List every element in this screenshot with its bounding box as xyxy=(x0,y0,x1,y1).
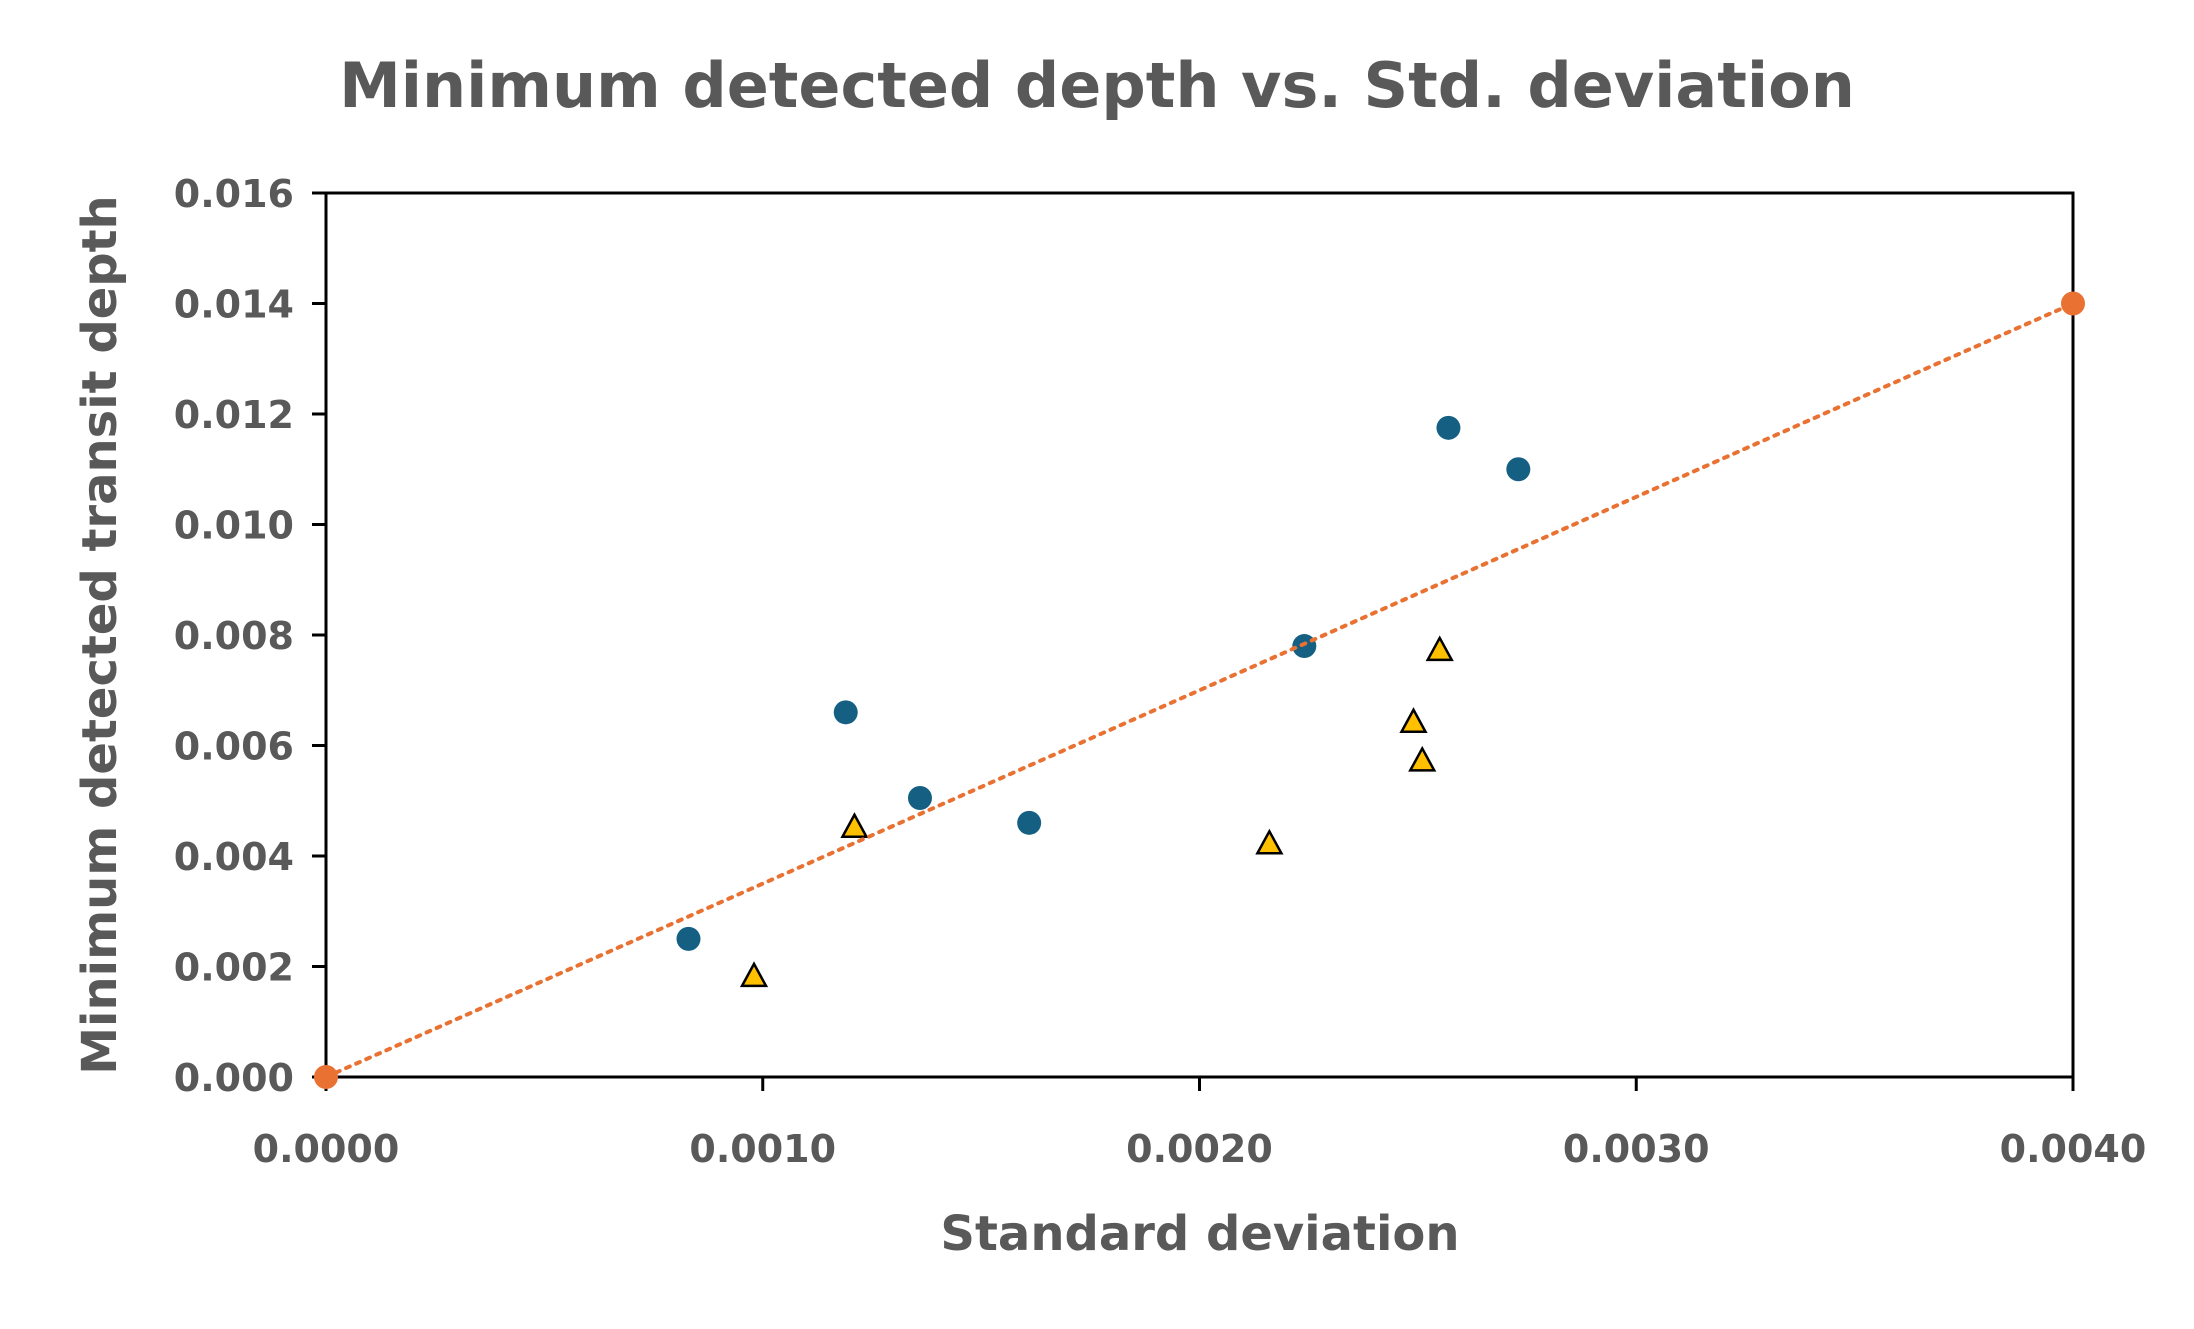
data-point-triangle xyxy=(739,961,769,988)
y-tick-label: 0.002 xyxy=(174,946,294,990)
y-tick-label: 0.006 xyxy=(174,725,294,769)
y-axis-ticks: 0.000 0.002 0.004 0.006 0.008 0.010 0.012 0.014… xyxy=(174,172,326,1100)
series-layer xyxy=(314,291,2085,1089)
data-point-triangle xyxy=(1425,635,1454,662)
x-tick-label: 0.0020 xyxy=(1126,1127,1273,1171)
fit-line xyxy=(324,301,2075,1079)
data-point-triangle xyxy=(1399,707,1428,734)
x-tick-label: 0.0010 xyxy=(689,1127,836,1171)
data-point-circle xyxy=(676,926,701,951)
y-axis-label: Minimum detected transit depth xyxy=(72,195,128,1074)
x-axis-ticks: 0.0000 0.0010 0.0020 0.0030 0.0040 xyxy=(253,1077,2147,1171)
data-point-circle xyxy=(907,785,932,810)
data-point-circle xyxy=(1436,415,1461,440)
y-tick-label: 0.014 xyxy=(174,283,294,327)
series-circles xyxy=(676,415,1531,951)
data-point-circle xyxy=(314,1065,338,1089)
y-tick-label: 0.010 xyxy=(174,504,294,548)
data-point-triangle xyxy=(1408,745,1437,772)
y-tick-label: 0.000 xyxy=(174,1056,294,1100)
data-point-circle xyxy=(833,700,858,725)
y-tick-label: 0.016 xyxy=(174,172,294,216)
data-point-circle xyxy=(2061,291,2085,316)
x-axis-label: Standard deviation xyxy=(940,1206,1459,1262)
y-tick-label: 0.004 xyxy=(174,835,294,879)
chart-title: Minimum detected depth vs. Std. deviatio… xyxy=(339,49,1855,122)
series-fit-line xyxy=(314,291,2085,1089)
x-tick-label: 0.0030 xyxy=(1563,1127,1710,1171)
series-triangles xyxy=(739,635,1454,988)
data-point-triangle xyxy=(840,812,869,838)
x-tick-label: 0.0040 xyxy=(2000,1127,2147,1171)
x-tick-label: 0.0000 xyxy=(253,1127,400,1171)
y-tick-label: 0.008 xyxy=(174,614,294,658)
data-point-circle xyxy=(1017,810,1042,835)
data-point-triangle xyxy=(1255,828,1284,855)
y-tick-label: 0.012 xyxy=(174,393,294,437)
data-point-circle xyxy=(1506,457,1531,482)
